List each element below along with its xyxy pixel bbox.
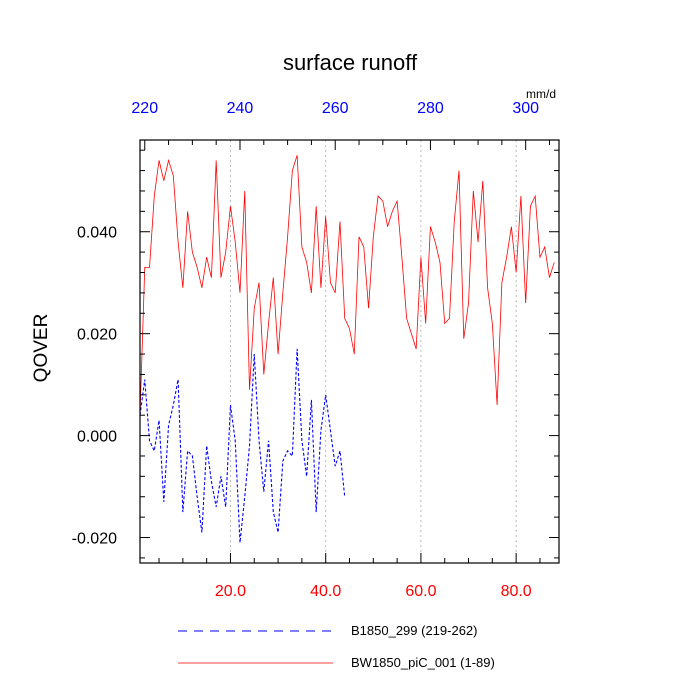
- legend-label-blue: B1850_299 (219-262): [351, 623, 478, 638]
- tick-marks: [140, 140, 559, 563]
- series-layer: [139, 155, 555, 543]
- plot-frame: [139, 139, 560, 564]
- top-tick-label: 280: [417, 100, 444, 117]
- x-tick-label: 80.0: [501, 583, 532, 600]
- grid-lines: [230, 140, 517, 563]
- y-tick-label: 0.020: [77, 327, 117, 344]
- legend-label-red: BW1850_piC_001 (1-89): [351, 655, 495, 670]
- series-line-blue: [139, 348, 346, 543]
- x-tick-label: 40.0: [310, 583, 341, 600]
- top-tick-label: 240: [227, 100, 254, 117]
- y-tick-label: 0.040: [77, 225, 117, 242]
- x-tick-label: 60.0: [405, 583, 436, 600]
- series-line-red: [139, 155, 555, 416]
- top-tick-label: 260: [322, 100, 349, 117]
- top-tick-label: 220: [131, 100, 158, 117]
- units-label: mm/d: [526, 87, 556, 101]
- top-tick-label: 300: [512, 100, 539, 117]
- tick-labels: 20.0 40.0 60.0 80.0 220 240 260 280 300 -0.020 0.0…: [72, 100, 539, 600]
- y-tick-label: -0.020: [72, 531, 117, 548]
- y-axis-label: QOVER: [31, 314, 52, 383]
- chart-title: surface runoff: [283, 50, 418, 75]
- x-tick-label: 20.0: [215, 583, 246, 600]
- y-tick-label: 0.000: [77, 429, 117, 446]
